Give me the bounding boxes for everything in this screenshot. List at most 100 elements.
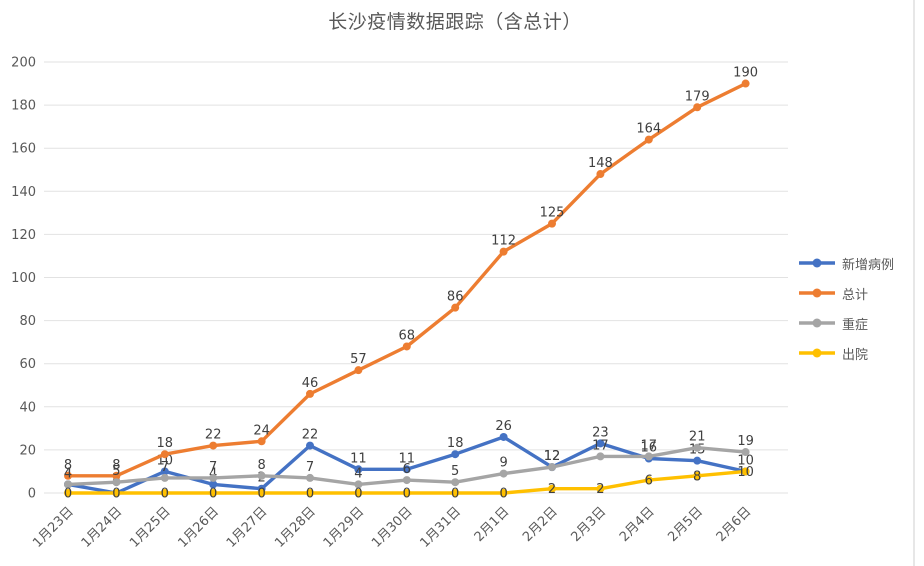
data-label: 7 <box>161 460 169 475</box>
data-label: 0 <box>209 487 217 502</box>
data-point <box>596 439 605 448</box>
series-出院: 0 0 0 0 0 0 0 0 0 0 2 2 6 8 10 <box>64 465 754 502</box>
y-axis-label: 140 <box>11 185 36 200</box>
data-label: 23 <box>592 425 609 440</box>
legend-marker-icon <box>799 258 835 268</box>
data-point <box>596 452 605 461</box>
data-point <box>499 489 508 497</box>
data-label: 2 <box>548 482 556 497</box>
data-point <box>741 79 750 88</box>
data-point <box>257 489 266 497</box>
data-label: 4 <box>354 466 362 481</box>
x-axis-label: 2月5日 <box>665 504 706 545</box>
data-point <box>257 471 266 480</box>
data-label: 0 <box>161 487 169 502</box>
x-axis-label: 1月30日 <box>369 504 416 551</box>
data-point <box>112 489 121 497</box>
data-label: 0 <box>451 487 459 502</box>
data-label: 7 <box>306 460 314 475</box>
x-axis-label: 1月27日 <box>224 504 271 551</box>
x-axis-label: 2月4日 <box>617 504 658 545</box>
data-point <box>160 489 169 497</box>
data-label: 22 <box>205 428 222 443</box>
data-label: 86 <box>447 290 464 305</box>
legend-label: 出院 <box>842 347 869 363</box>
data-label: 164 <box>636 122 661 137</box>
data-label: 18 <box>157 436 174 451</box>
data-point <box>499 247 508 256</box>
data-point <box>402 489 411 497</box>
data-point <box>693 443 702 452</box>
data-label: 148 <box>588 156 613 171</box>
data-label: 18 <box>447 436 464 451</box>
data-point <box>548 484 556 493</box>
x-axis-label: 2月6日 <box>714 504 755 545</box>
data-label: 190 <box>733 66 758 81</box>
chart-legend: 新增病例 总计 重症 出院 <box>798 248 908 368</box>
data-label: 4 <box>64 466 72 481</box>
x-axis-label: 1月31日 <box>417 504 464 551</box>
legend-item-新增病例: 新增病例 <box>798 248 908 278</box>
data-label: 26 <box>495 419 512 434</box>
data-point <box>644 452 653 461</box>
legend-marker-icon <box>799 318 835 328</box>
data-point <box>64 471 72 480</box>
data-point <box>548 219 556 228</box>
x-axis-label: 1月28日 <box>272 504 319 551</box>
data-label: 125 <box>540 206 565 221</box>
data-label: 12 <box>544 449 561 464</box>
data-label: 4 <box>209 466 217 481</box>
data-point <box>693 103 702 112</box>
data-point <box>402 465 411 474</box>
y-axis-label: 40 <box>19 400 36 415</box>
data-label: 24 <box>253 423 270 438</box>
data-label: 7 <box>209 460 217 475</box>
data-label: 21 <box>689 430 706 445</box>
data-point <box>499 469 508 478</box>
data-point <box>354 489 363 497</box>
panel-divider <box>913 0 915 566</box>
data-point <box>112 478 121 487</box>
legend-marker-icon <box>799 348 835 358</box>
data-label: 0 <box>112 487 120 502</box>
data-label: 10 <box>737 453 754 468</box>
data-point <box>306 389 314 398</box>
data-point <box>306 489 314 497</box>
data-label: 179 <box>685 89 710 104</box>
data-point <box>451 450 460 459</box>
data-point <box>209 480 218 489</box>
legend-label: 新增病例 <box>842 257 895 273</box>
data-point <box>64 489 72 497</box>
data-label: 12 <box>544 449 561 464</box>
y-axis-label: 80 <box>19 314 36 329</box>
y-axis-label: 200 <box>11 56 36 71</box>
data-label: 2 <box>596 482 604 497</box>
data-label: 19 <box>737 434 754 449</box>
legend-item-出院: 出院 <box>798 338 908 368</box>
data-label: 5 <box>112 464 120 479</box>
data-point <box>596 170 605 179</box>
data-point <box>354 480 363 489</box>
data-label: 0 <box>306 487 314 502</box>
data-label: 8 <box>257 458 265 473</box>
data-point <box>160 473 169 482</box>
data-label: 46 <box>302 376 319 391</box>
legend-label: 重症 <box>842 317 869 333</box>
y-axis-label: 160 <box>11 142 36 157</box>
data-label: 17 <box>641 438 658 453</box>
data-point <box>451 478 460 487</box>
data-point <box>64 480 72 489</box>
data-label: 57 <box>350 352 367 367</box>
data-label: 68 <box>399 328 416 343</box>
data-label: 10 <box>737 465 754 480</box>
data-label: 0 <box>499 487 507 502</box>
x-axis-label: 1月24日 <box>79 504 126 551</box>
x-axis-label: 2月2日 <box>520 504 561 545</box>
data-label: 5 <box>451 464 459 479</box>
data-label: 112 <box>491 234 516 249</box>
data-point <box>499 432 508 441</box>
x-axis-label: 1月29日 <box>321 504 368 551</box>
series-line-总计 <box>66 81 748 478</box>
